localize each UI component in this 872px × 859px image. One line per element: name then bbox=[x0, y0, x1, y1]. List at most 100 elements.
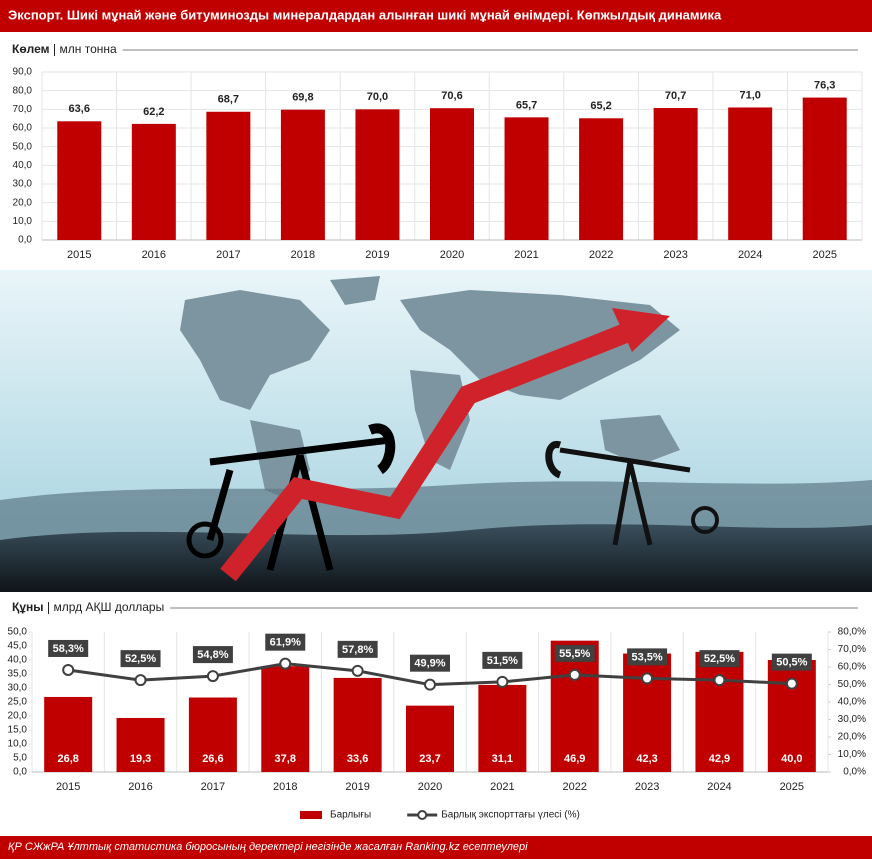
share-label: 61,9% bbox=[270, 637, 301, 649]
x-tick-label: 2023 bbox=[635, 781, 659, 793]
value-label: 65,7 bbox=[516, 99, 537, 111]
y2-tick-label: 30,0% bbox=[838, 714, 866, 725]
value-label: 70,7 bbox=[665, 90, 686, 102]
bar bbox=[44, 696, 93, 772]
share-label: 55,5% bbox=[559, 648, 590, 660]
share-label: 49,9% bbox=[414, 658, 445, 670]
value-label: 70,0 bbox=[367, 91, 388, 103]
y2-tick-label: 60,0% bbox=[838, 662, 866, 673]
bar bbox=[728, 107, 773, 240]
share-marker bbox=[713, 674, 726, 687]
label-box bbox=[554, 644, 595, 662]
continent bbox=[400, 290, 680, 400]
share-marker bbox=[206, 670, 219, 683]
bar bbox=[188, 697, 237, 772]
x-tick-label: 2019 bbox=[365, 249, 389, 261]
value-label: 71,0 bbox=[739, 89, 760, 101]
share-marker bbox=[568, 668, 581, 681]
y-tick-label: 40,0 bbox=[13, 160, 33, 171]
y-tick-label: 30,0 bbox=[13, 179, 33, 190]
bar bbox=[550, 640, 599, 772]
share-marker bbox=[351, 664, 364, 677]
share-label: 52,5% bbox=[125, 653, 156, 665]
x-tick-label: 2016 bbox=[128, 781, 152, 793]
y-tick-label: 70,0 bbox=[13, 104, 33, 115]
bar-value-label: 40,0 bbox=[781, 753, 802, 765]
ground bbox=[0, 524, 872, 592]
bar-value-label: 42,9 bbox=[709, 753, 730, 765]
label-box bbox=[120, 650, 161, 668]
legend-label: Барлығы bbox=[330, 810, 371, 821]
bar bbox=[504, 117, 549, 240]
bar-value-label: 26,6 bbox=[202, 753, 223, 765]
value-label: 76,3 bbox=[814, 79, 835, 91]
y-tick-label: 80,0 bbox=[13, 85, 33, 96]
x-tick-label: 2018 bbox=[291, 249, 315, 261]
y-tick-label: 0,0 bbox=[13, 767, 27, 778]
x-tick-label: 2024 bbox=[738, 249, 762, 261]
x-tick-label: 2021 bbox=[490, 781, 514, 793]
y-tick-label: 25,0 bbox=[8, 697, 28, 708]
share-label: 53,5% bbox=[631, 651, 662, 663]
x-tick-label: 2015 bbox=[67, 249, 91, 261]
footer-bar bbox=[0, 836, 872, 859]
bar bbox=[206, 111, 251, 240]
bar bbox=[430, 108, 474, 240]
y2-tick-label: 20,0% bbox=[838, 732, 866, 743]
bar-value-label: 19,3 bbox=[130, 753, 151, 765]
x-tick-label: 2020 bbox=[440, 249, 464, 261]
y-tick-label: 35,0 bbox=[8, 669, 28, 680]
x-tick-label: 2025 bbox=[780, 781, 804, 793]
bar bbox=[57, 121, 102, 240]
pump-jack bbox=[545, 441, 719, 546]
continent bbox=[180, 290, 330, 410]
y-tick-label: 50,0 bbox=[8, 627, 28, 638]
x-tick-label: 2015 bbox=[56, 781, 80, 793]
y2-tick-label: 70,0% bbox=[838, 644, 866, 655]
y-tick-label: 0,0 bbox=[18, 235, 32, 246]
x-tick-label: 2021 bbox=[514, 249, 538, 261]
share-label: 58,3% bbox=[53, 643, 84, 655]
y-tick-label: 90,0 bbox=[13, 67, 33, 78]
x-tick-label: 2019 bbox=[345, 781, 369, 793]
bar bbox=[579, 118, 624, 240]
chart-label: Құны bbox=[12, 600, 44, 614]
y2-tick-label: 50,0% bbox=[838, 679, 866, 690]
illustration bbox=[0, 270, 872, 592]
share-label: 51,5% bbox=[487, 655, 518, 667]
growth-arrow bbox=[220, 318, 642, 582]
page-title: Экспорт. Шикі мұнай және битуминозды мин… bbox=[8, 7, 722, 22]
label-box bbox=[337, 640, 378, 658]
x-tick-label: 2022 bbox=[562, 781, 586, 793]
label-box bbox=[482, 651, 523, 669]
label-box bbox=[48, 639, 89, 657]
bar bbox=[261, 666, 310, 772]
continent bbox=[330, 276, 380, 305]
x-tick-label: 2022 bbox=[589, 249, 613, 261]
y-tick-label: 15,0 bbox=[8, 725, 28, 736]
label-box bbox=[627, 648, 668, 666]
x-tick-label: 2018 bbox=[273, 781, 297, 793]
y2-tick-label: 0,0% bbox=[843, 767, 866, 778]
bar bbox=[116, 717, 165, 772]
bar-value-label: 26,8 bbox=[57, 753, 78, 765]
x-tick-label: 2020 bbox=[418, 781, 442, 793]
share-marker bbox=[62, 663, 75, 676]
y2-tick-label: 40,0% bbox=[838, 697, 866, 708]
legend-label: Барлық экспорттағы үлесі (%) bbox=[441, 810, 580, 821]
bar bbox=[695, 651, 744, 772]
y2-tick-label: 80,0% bbox=[838, 627, 866, 638]
y-tick-label: 40,0 bbox=[8, 655, 28, 666]
bar-value-label: 31,1 bbox=[492, 753, 513, 765]
x-tick-label: 2024 bbox=[707, 781, 731, 793]
share-marker bbox=[134, 674, 147, 687]
label-box bbox=[192, 646, 233, 664]
label-box bbox=[265, 633, 306, 651]
share-marker bbox=[279, 657, 292, 670]
share-label: 50,5% bbox=[776, 657, 807, 669]
y-tick-label: 45,0 bbox=[8, 641, 28, 652]
bar bbox=[653, 108, 698, 240]
share-label: 54,8% bbox=[197, 649, 228, 661]
